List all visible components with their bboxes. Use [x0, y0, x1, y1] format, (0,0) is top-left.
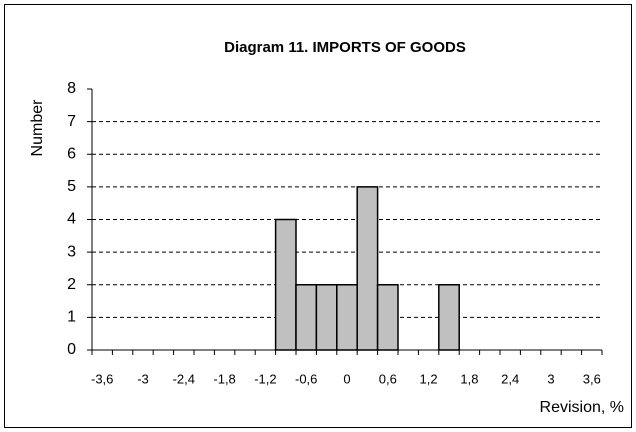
- x-axis-label: Revision, %: [540, 399, 624, 416]
- bar: [274, 218, 297, 351]
- x-tick-label: -0,6: [295, 371, 317, 386]
- y-tick-label: 3: [67, 243, 76, 260]
- y-tick-label: 7: [67, 113, 76, 130]
- y-tick-label: 4: [67, 211, 76, 228]
- chart-frame: [4, 4, 632, 428]
- y-tick-label: 0: [67, 341, 76, 358]
- y-axis-label: Number: [29, 99, 46, 157]
- y-tick-label: 1: [67, 309, 76, 326]
- x-tick-label: 0,6: [379, 371, 397, 386]
- y-tick-label: 6: [67, 145, 76, 162]
- y-tick-label: 8: [67, 80, 76, 97]
- bar: [336, 284, 358, 351]
- x-tick-label: -1,8: [213, 371, 235, 386]
- x-tick-label: -2,4: [173, 371, 195, 386]
- bar: [438, 284, 460, 351]
- x-tick-label: 3: [547, 371, 554, 386]
- chart-title: Diagram 11. IMPORTS OF GOODS: [224, 39, 466, 56]
- x-tick-label: 3,6: [583, 371, 601, 386]
- y-tick-label: 2: [67, 276, 76, 293]
- y-tick-label: 5: [67, 178, 76, 195]
- bar: [376, 284, 399, 351]
- bar: [315, 284, 338, 351]
- x-tick-label: 1,8: [460, 371, 478, 386]
- bar: [356, 186, 379, 351]
- x-tick-label: -1,2: [254, 371, 276, 386]
- x-tick-label: 1,2: [420, 371, 438, 386]
- x-tick-label: -3: [137, 371, 149, 386]
- bar: [295, 284, 318, 351]
- x-tick-label: 0: [343, 371, 350, 386]
- x-tick-label: -3,6: [91, 371, 113, 386]
- x-tick-label: 2,4: [501, 371, 519, 386]
